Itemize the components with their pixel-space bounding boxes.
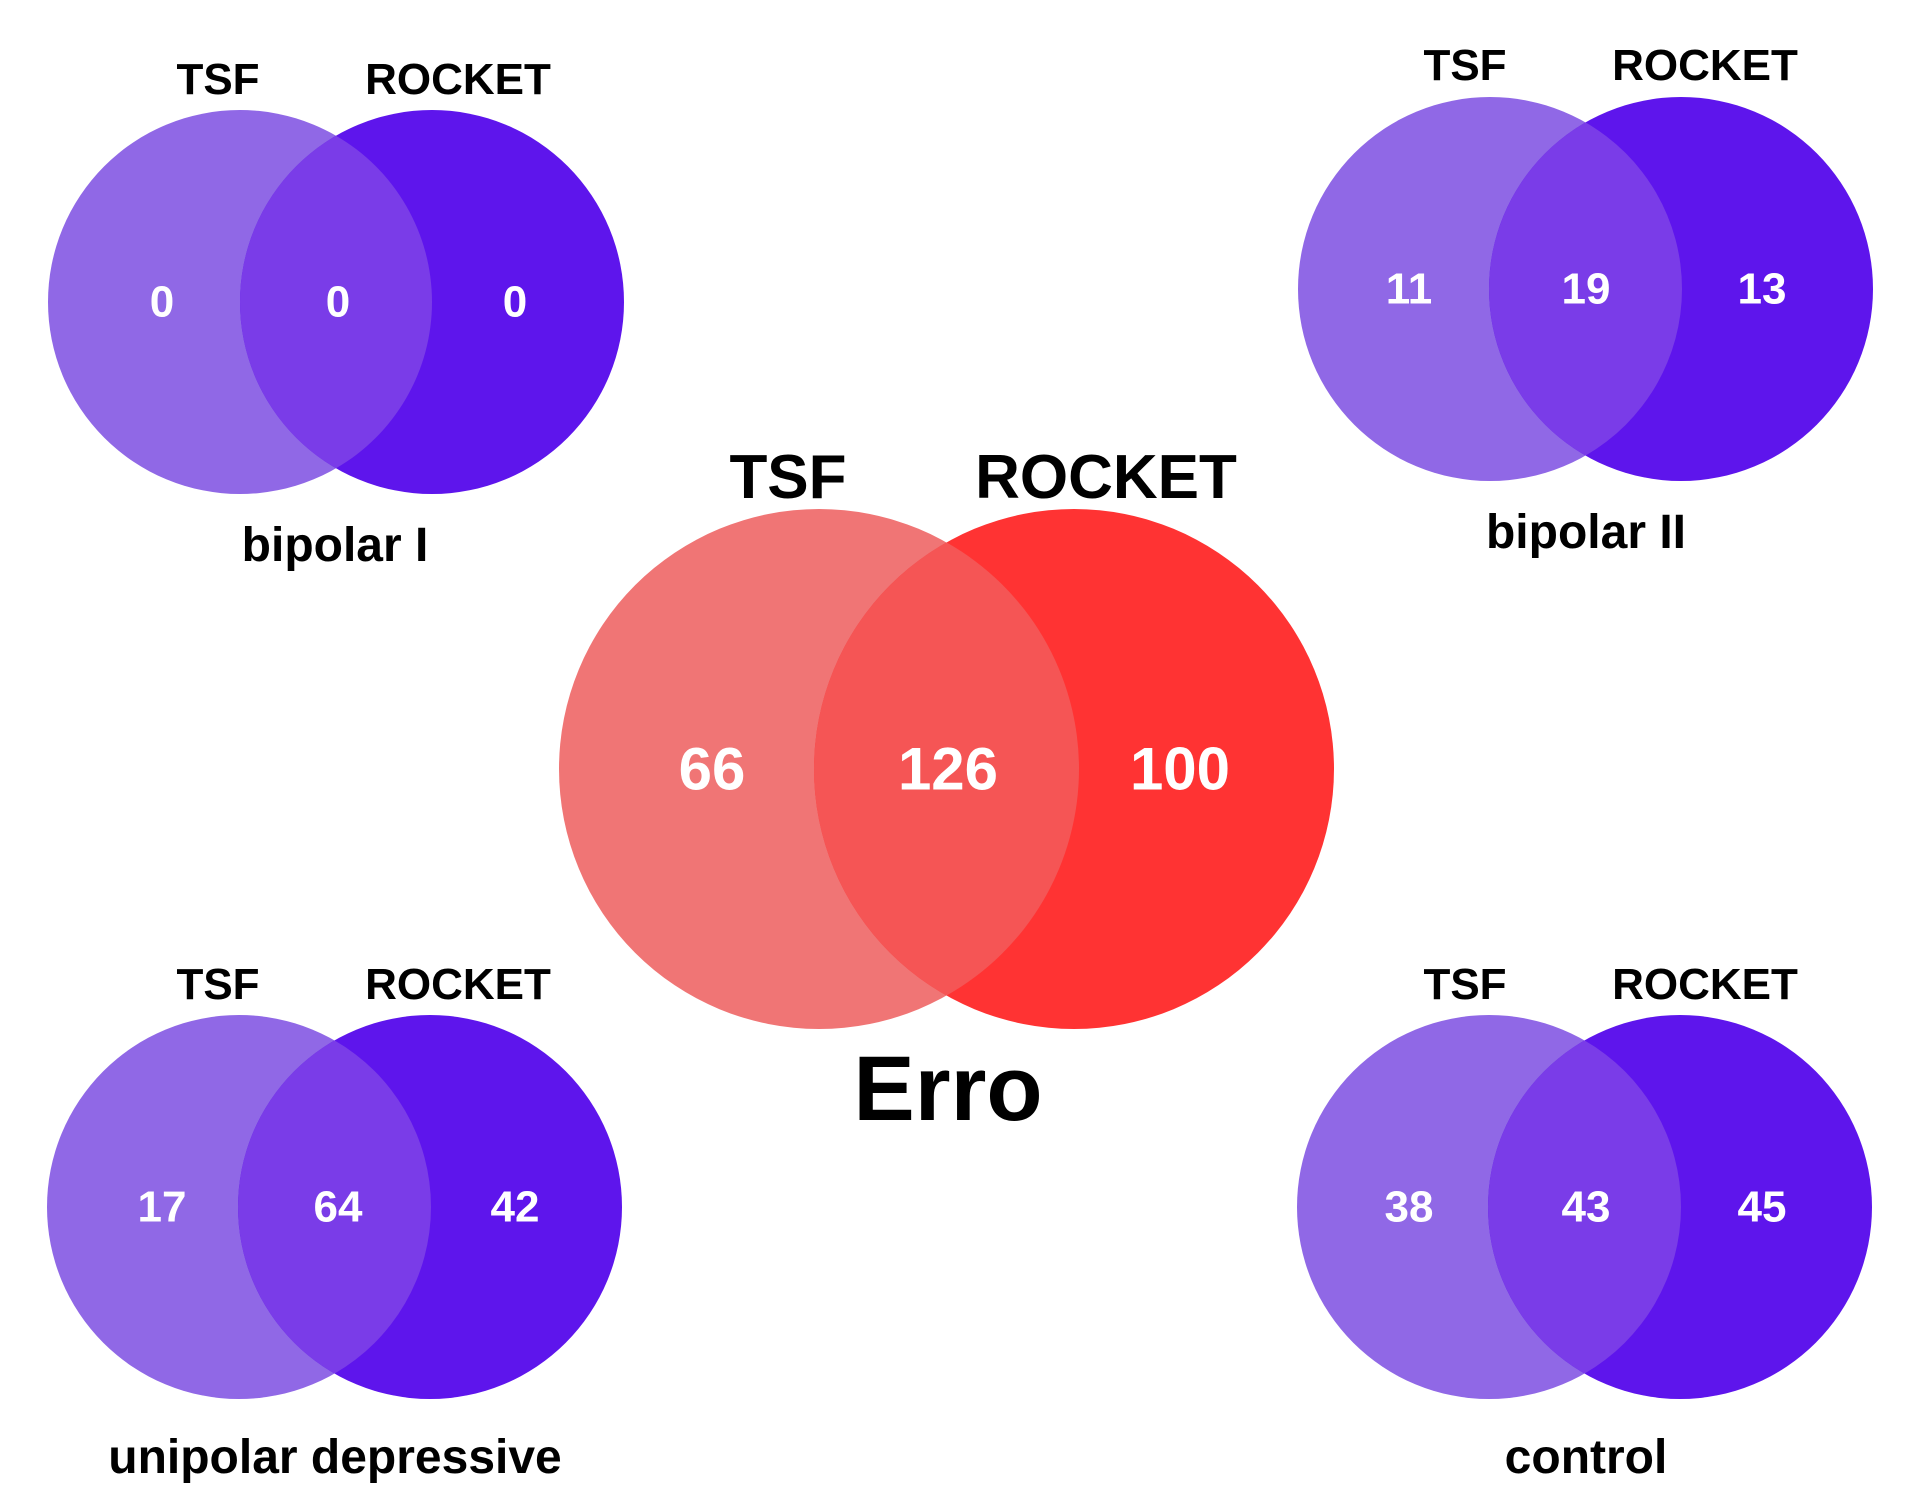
set-b-label: ROCKET — [365, 55, 551, 104]
diagram-title: unipolar depressive — [108, 1431, 562, 1484]
venn-erro: TSF ROCKET 66 126 100 Erro — [559, 443, 1334, 1140]
diagram-title: Erro — [853, 1038, 1042, 1140]
only-b-count: 100 — [1130, 736, 1230, 803]
diagram-title: bipolar I — [242, 519, 429, 572]
only-b-count: 0 — [503, 278, 527, 327]
only-a-count: 17 — [138, 1183, 187, 1232]
overlap-region — [240, 135, 432, 469]
only-b-count: 13 — [1738, 265, 1787, 314]
overlap-count: 43 — [1562, 1183, 1611, 1232]
set-a-label: TSF — [1423, 41, 1506, 90]
only-a-count: 66 — [679, 736, 746, 803]
overlap-region — [1488, 1040, 1682, 1374]
only-a-count: 11 — [1386, 265, 1433, 314]
set-b-label: ROCKET — [365, 960, 551, 1009]
set-a-label: TSF — [1423, 960, 1506, 1009]
overlap-count: 64 — [314, 1183, 363, 1232]
overlap-count: 19 — [1562, 265, 1611, 314]
set-b-label: ROCKET — [975, 443, 1237, 512]
set-a-label: TSF — [729, 443, 846, 512]
venn-unipolar-depressive: TSF ROCKET 17 64 42 unipolar depressive — [47, 960, 622, 1484]
overlap-region — [1489, 122, 1682, 456]
overlap-count: 0 — [326, 278, 350, 327]
diagram-title: control — [1505, 1431, 1668, 1484]
only-b-count: 42 — [491, 1183, 540, 1232]
set-a-label: TSF — [176, 960, 259, 1009]
overlap-count: 126 — [898, 736, 998, 803]
overlap-region — [238, 1040, 431, 1374]
only-a-count: 0 — [150, 278, 174, 327]
venn-bipolar-1: TSF ROCKET 0 0 0 bipolar I — [48, 55, 624, 572]
only-b-count: 45 — [1738, 1183, 1787, 1232]
overlap-region — [814, 542, 1079, 996]
venn-control: TSF ROCKET 38 43 45 control — [1297, 960, 1872, 1484]
venn-bipolar-2: TSF ROCKET 11 19 13 bipolar II — [1298, 41, 1873, 559]
set-b-label: ROCKET — [1612, 960, 1798, 1009]
set-a-label: TSF — [176, 55, 259, 104]
only-a-count: 38 — [1385, 1183, 1434, 1232]
diagram-title: bipolar II — [1486, 506, 1686, 559]
set-b-label: ROCKET — [1612, 41, 1798, 90]
